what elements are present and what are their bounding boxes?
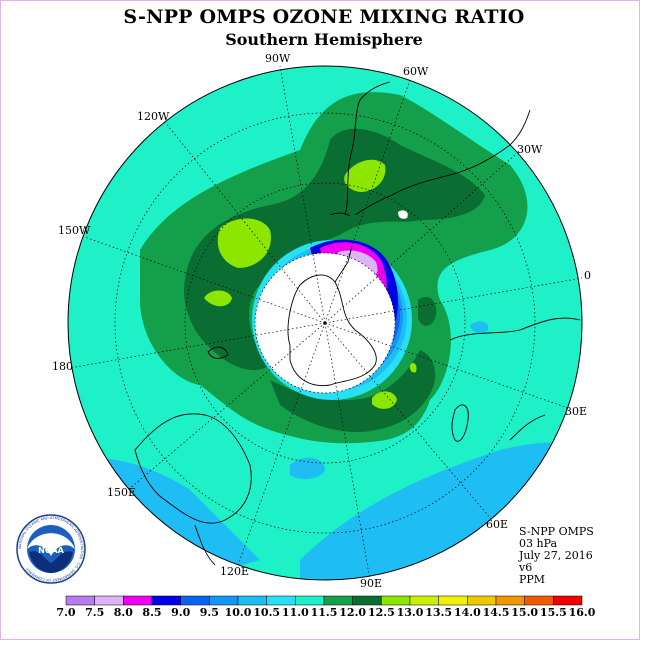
lon-label-30e: 30E — [565, 405, 588, 418]
lon-label-90e: 90E — [360, 577, 383, 590]
colorbar-tick-label: 9.5 — [199, 606, 219, 619]
south-pole-marker — [323, 321, 327, 325]
figure-frame — [0, 0, 640, 640]
meridian-0 — [324, 277, 583, 324]
meridian-90w — [279, 65, 326, 324]
latitude-circle-inner — [254, 252, 396, 394]
ozone-field-12-south — [270, 350, 436, 433]
ozone-field-12-west — [183, 128, 486, 371]
south-america-west-coast — [344, 81, 391, 216]
antarctica-coast — [287, 274, 377, 387]
meridian-120w — [164, 121, 326, 324]
info-instrument: S-NPP OMPS — [519, 525, 594, 538]
colorbar-tick-label: 11.5 — [310, 606, 338, 619]
ozone-field-12-5-e — [409, 362, 417, 373]
latitude-circle-outer — [114, 112, 536, 534]
india-coast — [509, 414, 546, 441]
ozone-field-12-5-c — [204, 290, 232, 307]
south-america-east-coast — [354, 109, 531, 216]
colorbar-tick-label: 15.0 — [511, 606, 539, 619]
indonesia-arc — [194, 524, 216, 566]
lon-label-120w: 120W — [137, 110, 170, 123]
africa-south-coast — [449, 317, 581, 341]
colorbar-tick-label: 16.0 — [568, 606, 596, 619]
colorbar-tick-label: 11.0 — [281, 606, 309, 619]
lon-label-180: 180 — [52, 360, 73, 373]
meridian-150e — [127, 322, 326, 491]
colorbar-tick-label: 8.0 — [113, 606, 133, 619]
small-data-gap — [398, 210, 408, 219]
colorbar-tick-label: 13.0 — [396, 606, 424, 619]
lon-label-120e: 120E — [220, 565, 250, 578]
tierra-del-fuego — [329, 212, 351, 217]
lon-label-150w: 150W — [58, 224, 91, 237]
graticule — [69, 65, 583, 581]
colorbar-tick-label: 10.5 — [253, 606, 281, 619]
colorbar-tick-label: 14.5 — [482, 606, 510, 619]
ozone-field-12-5-d — [372, 391, 397, 409]
australia-coast — [134, 413, 252, 524]
meridian-60w — [324, 79, 411, 324]
lon-label-60w: 60W — [403, 65, 429, 78]
lon-label-0: 0 — [584, 269, 591, 282]
colorbar-tick-label: 10.0 — [224, 606, 252, 619]
meridian-150w — [81, 235, 326, 324]
madagascar — [451, 404, 469, 442]
coastlines — [134, 81, 581, 566]
chart-subtitle: Southern Hemisphere — [225, 30, 423, 49]
colorbar-tick-label: 13.5 — [425, 606, 453, 619]
colorbar-tick-label: 9.0 — [171, 606, 191, 619]
lon-label-60e: 60E — [486, 518, 509, 531]
meridian-180 — [69, 322, 326, 369]
meridian-120e — [237, 322, 326, 566]
colorbar-tick-label: 12.5 — [367, 606, 395, 619]
map-border — [67, 65, 583, 581]
lon-label-150e: 150E — [107, 486, 137, 499]
colorbar-tick-label: 14.0 — [453, 606, 481, 619]
info-version: v6 — [519, 561, 533, 574]
meridian-30e — [324, 322, 569, 409]
ozone-field-12-5-b — [344, 159, 386, 192]
ozone-field-10-5-small — [470, 321, 489, 334]
colorbar-tick-label: 15.5 — [539, 606, 567, 619]
latitude-circle-middle — [184, 182, 466, 464]
info-level: 03 hPa — [519, 537, 558, 550]
chart-title: S-NPP OMPS OZONE MIXING RATIO — [123, 6, 525, 28]
info-units: PPM — [519, 573, 546, 586]
lon-label-90w: 90W — [265, 52, 291, 65]
new-zealand-south — [207, 346, 229, 359]
colorbar-tick-label: 8.5 — [142, 606, 162, 619]
lon-label-30w: 30W — [517, 143, 543, 156]
meridian-60e — [324, 322, 493, 521]
colorbar-tick-label: 7.5 — [85, 606, 105, 619]
meridian-90e — [324, 322, 371, 581]
colorbar-tick-label: 7.0 — [56, 606, 76, 619]
antarctic-peninsula — [334, 245, 353, 283]
info-block: S-NPP OMPS 03 hPa July 27, 2016 v6 PPM — [519, 526, 594, 586]
colorbar-tick-label: 12.0 — [339, 606, 367, 619]
info-date: July 27, 2016 — [519, 549, 593, 562]
ozone-field-12-5-a — [217, 218, 271, 268]
